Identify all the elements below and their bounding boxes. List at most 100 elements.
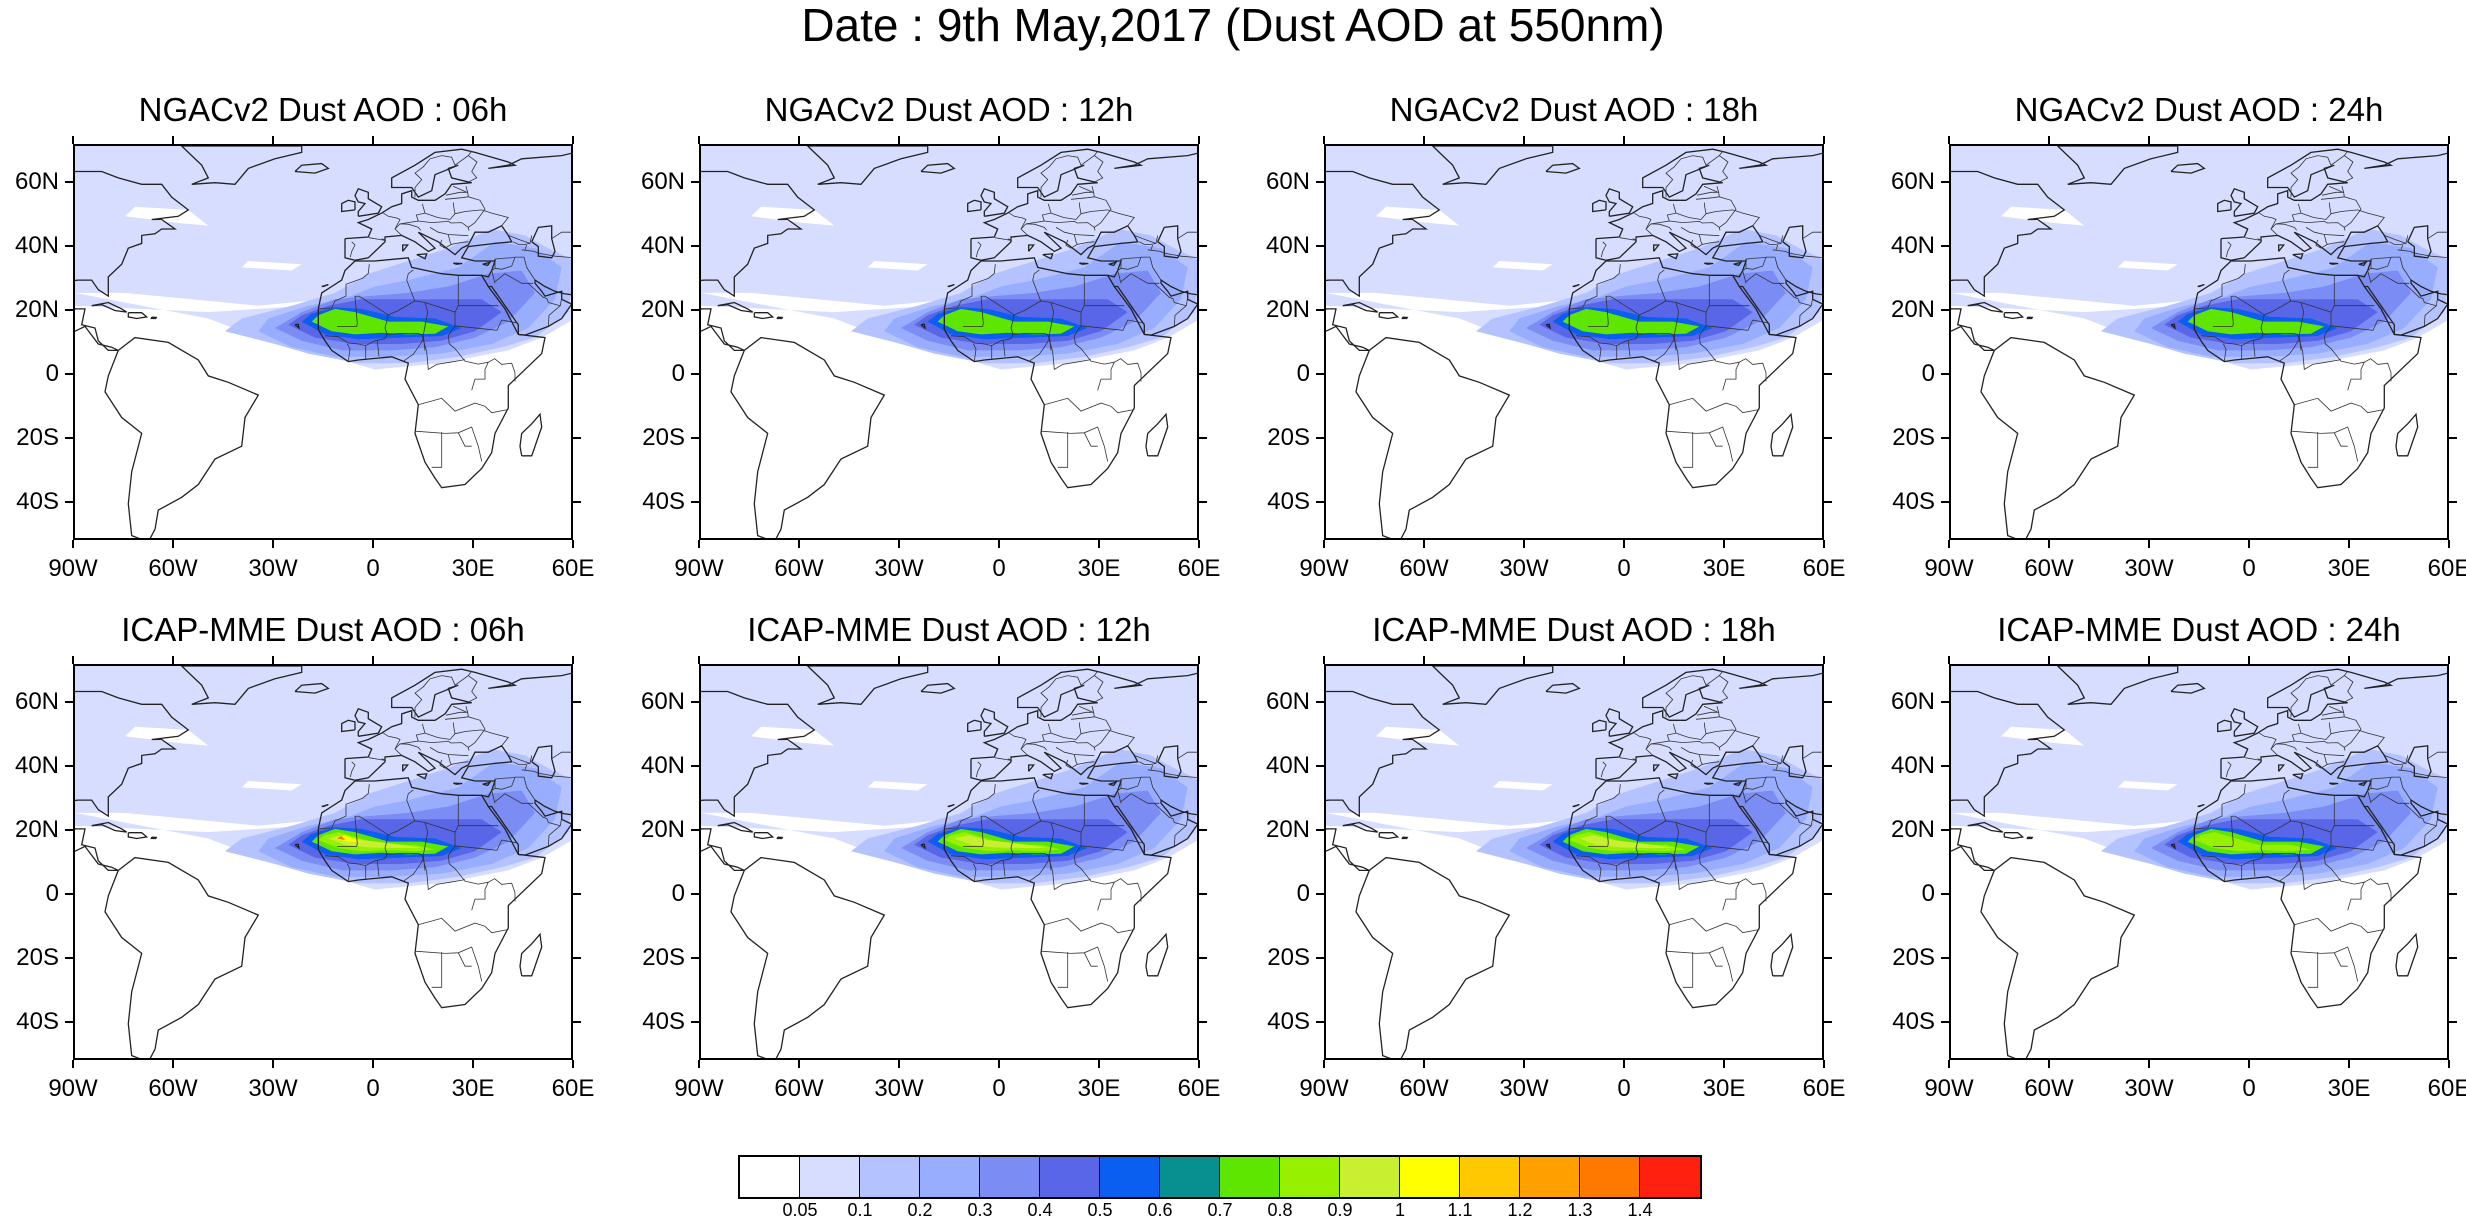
- lat-tick: [1941, 1020, 1949, 1023]
- coastline: [943, 777, 1172, 1009]
- coastline: [1704, 782, 1714, 785]
- coastline: [1342, 821, 1379, 833]
- clean-air-patch: [125, 726, 209, 746]
- coastline: [1592, 719, 1607, 733]
- clean-air-patch: [1376, 206, 1460, 226]
- country-border: [2290, 426, 2359, 462]
- lat-tick-label: 40S: [1892, 487, 1935, 515]
- country-border: [1120, 257, 1142, 269]
- lat-tick-label: 40N: [1890, 232, 1935, 260]
- country-border: [2342, 675, 2354, 704]
- lon-tick: [2448, 136, 2450, 144]
- lon-tick-label: 90W: [674, 555, 724, 582]
- country-border: [1774, 256, 1787, 281]
- lat-tick-label: 60N: [1265, 168, 1310, 196]
- coastline: [2292, 773, 2304, 780]
- country-border: [337, 815, 360, 847]
- country-border: [346, 863, 351, 882]
- coastline: [701, 170, 816, 352]
- country-border: [1665, 150, 1724, 198]
- country-border: [2222, 343, 2227, 362]
- country-border: [2270, 743, 2298, 756]
- lon-tick-label: 90W: [48, 1075, 98, 1102]
- coastline: [294, 843, 300, 850]
- lat-tick: [573, 765, 581, 768]
- lon-tick: [698, 540, 700, 548]
- lat-tick: [1824, 500, 1832, 503]
- panel-title: NGACv2 Dust AOD : 24h: [2014, 91, 2384, 128]
- coastline: [1704, 262, 1714, 265]
- country-border: [324, 834, 389, 867]
- lon-tick-label: 60W: [148, 1075, 198, 1102]
- colorbar-label: 0.1: [847, 1200, 873, 1220]
- lat-tick: [65, 500, 73, 503]
- country-border: [1177, 231, 1197, 239]
- country-border: [1083, 952, 1098, 967]
- coastline: [1378, 312, 1400, 320]
- country-border: [2259, 732, 2277, 750]
- coastline: [1145, 932, 1169, 977]
- lat-tick: [1824, 829, 1832, 832]
- lon-tick: [798, 136, 800, 144]
- lat-tick: [1316, 309, 1324, 312]
- lat-tick-label: 0: [1921, 359, 1935, 387]
- coastline: [730, 856, 886, 1058]
- lat-tick: [573, 956, 581, 959]
- country-border: [1597, 863, 1602, 882]
- country-border: [2298, 302, 2305, 351]
- colorbar-swatch: [1040, 1157, 1100, 1197]
- lat-tick: [691, 436, 699, 439]
- lon-tick: [1723, 1060, 1725, 1068]
- lat-tick-label: 20N: [14, 816, 59, 844]
- country-border: [2315, 759, 2328, 769]
- country-border: [414, 150, 473, 198]
- lat-tick: [1199, 1020, 1207, 1023]
- coastline: [344, 744, 513, 782]
- lon-tick-label: 60E: [2427, 555, 2466, 582]
- clean-air-patch: [2001, 726, 2085, 746]
- country-border: [1569, 287, 1598, 310]
- country-border: [465, 186, 486, 228]
- country-border: [394, 223, 422, 236]
- coastline: [920, 682, 956, 694]
- lat-tick: [1199, 892, 1207, 895]
- country-border: [972, 343, 977, 362]
- country-border: [1759, 235, 1784, 244]
- country-border: [454, 729, 509, 747]
- lon-tick: [572, 1060, 574, 1068]
- country-border: [1775, 244, 1779, 250]
- lat-tick: [1824, 181, 1832, 184]
- country-border: [1798, 297, 1814, 327]
- lon-tick: [798, 656, 800, 664]
- country-border: [1002, 340, 1006, 357]
- coastline: [1568, 257, 1797, 489]
- lat-tick-label: 0: [45, 879, 59, 907]
- colorbar-swatch: [1280, 1157, 1340, 1197]
- lat-tick-label: 40N: [1265, 232, 1310, 260]
- coastline: [91, 301, 128, 313]
- country-border: [2244, 237, 2262, 241]
- coastline: [294, 323, 300, 330]
- coastline: [1592, 199, 1607, 213]
- country-border: [422, 822, 429, 871]
- coastline: [970, 744, 1139, 782]
- coastline: [402, 764, 410, 772]
- coastline: [1079, 782, 1089, 785]
- country-border: [1695, 716, 1720, 720]
- lat-tick-label: 60N: [1890, 168, 1935, 196]
- country-border: [1669, 917, 1760, 934]
- country-border: [2367, 256, 2400, 284]
- coastline: [920, 162, 956, 174]
- country-border: [471, 362, 489, 391]
- country-border: [1696, 711, 1718, 716]
- coastline: [1108, 261, 1118, 267]
- panel-title: ICAP-MME Dust AOD : 12h: [747, 611, 1151, 648]
- country-border: [2225, 241, 2232, 258]
- lon-tick: [1423, 1060, 1425, 1068]
- lat-tick: [1316, 829, 1324, 832]
- country-border: [2194, 807, 2223, 830]
- aod-contour-fill: [1326, 146, 1822, 306]
- country-border: [2194, 287, 2223, 310]
- country-border: [447, 312, 516, 382]
- coastline: [2197, 803, 2205, 808]
